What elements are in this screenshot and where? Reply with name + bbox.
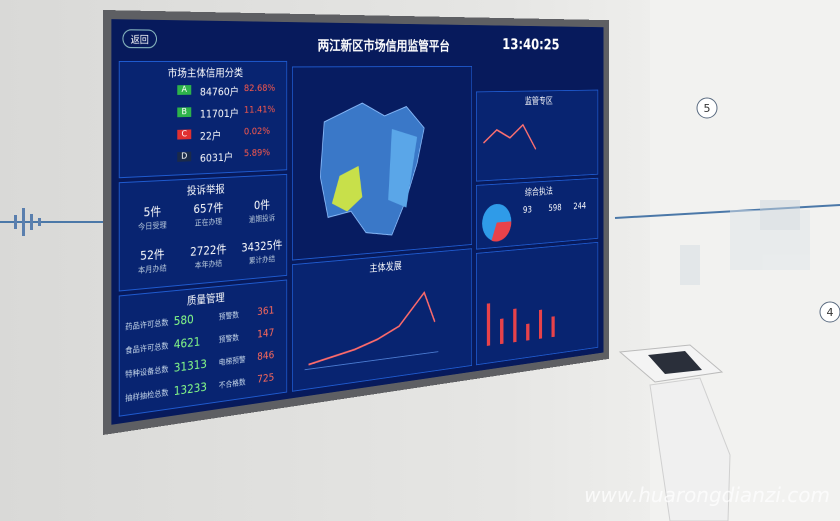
step-circle [696,97,718,119]
credit-count: 11701户 [199,107,239,121]
wall-line [614,204,840,219]
quality-label: 药品许可总数 [125,318,169,332]
quality-value: 580 [173,312,194,329]
clock: 13:40:25 [502,35,560,54]
kiosk [618,344,731,521]
warn-value: 846 [257,348,275,364]
watermark: www.huarongdianzi.com [584,483,830,507]
enforcement-panel: 综合执法 93 598 244 [476,177,599,250]
quality-value: 31313 [173,357,207,375]
complaint-label: 正在办理 [194,217,223,228]
quality-value: 4621 [173,334,201,352]
back-button[interactable]: 返回 [122,29,157,49]
credit-pct: 11.41% [243,104,276,116]
credit-count: 22户 [199,129,222,143]
map-panel [291,65,473,262]
warn-value: 361 [257,303,275,318]
quality-label: 特种设备总数 [125,364,169,380]
complaint-label: 今日受理 [137,220,167,232]
step-number: 5 [704,102,711,115]
quality-label: 食品许可总数 [125,341,169,356]
warn-label: 不合格数 [218,377,246,390]
grade-badge: A [177,85,192,95]
grade-badge: C [177,129,192,140]
step-number: 4 [827,306,834,319]
quality-value: 13233 [173,380,207,399]
grade-badge: D [177,151,192,162]
quality-panel: 质量管理 药品许可总数 580 预警数 361 食品许可总数 4621 预警数 147 特种设备总… [118,279,288,417]
grade-badge: B [177,107,192,118]
step-circle [819,301,840,323]
warn-value: 147 [257,326,275,341]
enforcement-value: 598 [548,201,562,214]
warn-label: 预警数 [218,333,239,345]
credit-count: 84760户 [199,85,239,99]
complaint-panel: 投诉举报 5件 今日受理 657件 正在办理 0件 逾期投诉 52件 本月办结 2722件 本年办结… [118,173,288,292]
panel-title: 市场主体信用分类 [167,66,244,80]
warn-label: 预警数 [218,310,239,322]
credit-pct: 5.89% [243,147,271,160]
warn-value: 725 [257,371,275,386]
quality-label: 抽样抽检总数 [125,388,169,403]
map [293,67,473,262]
warn-label: 电梯预警 [218,355,246,368]
enforcement-value: 93 [522,204,532,216]
complaint-label: 逾期投诉 [248,213,276,224]
dashboard-screen: 返回 两江新区市场信用监管平台 13:40:25 市场主体信用分类 A 84760户… [103,10,609,435]
development-panel: 主体发展 [291,248,473,392]
credit-pct: 0.02% [243,126,271,138]
sound-icon [14,208,41,236]
enforcement-value: 244 [573,200,587,212]
credit-pct: 82.68% [243,83,276,94]
bar-chart [486,303,555,346]
credit-count: 6031户 [199,150,234,165]
credit-panel: 市场主体信用分类 A 84760户 82.68% B 11701户 11.41% C 22户 0.… [118,60,288,179]
bar-panel [476,241,599,366]
supervision-panel: 监管专区 [476,89,599,182]
page-title: 两江新区市场信用监管平台 [317,37,450,54]
